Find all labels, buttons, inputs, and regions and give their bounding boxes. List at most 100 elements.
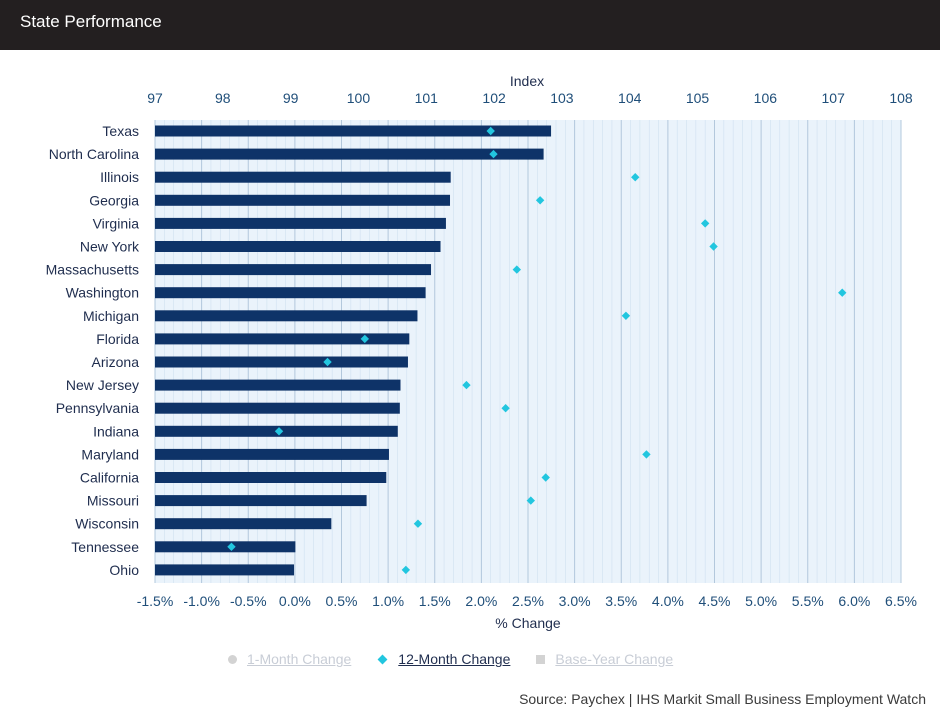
change-diamond bbox=[838, 288, 847, 297]
chart-legend: 1-Month Change 12-Month Change Base-Year… bbox=[228, 648, 699, 670]
category-label: Texas bbox=[102, 123, 139, 139]
x-axis-tick-label: 1.0% bbox=[372, 593, 404, 609]
legend-label: 1-Month Change bbox=[247, 651, 352, 667]
x-axis-tick-label: 2.0% bbox=[465, 593, 497, 609]
top-axis-tick-label: 107 bbox=[822, 90, 846, 106]
category-label: Illinois bbox=[100, 169, 139, 185]
top-axis-tick-label: 104 bbox=[618, 90, 642, 106]
category-label: New York bbox=[80, 239, 140, 255]
change-diamond bbox=[631, 173, 640, 182]
index-bar bbox=[155, 217, 446, 229]
change-diamond bbox=[360, 334, 370, 344]
index-bar bbox=[155, 379, 401, 391]
x-axis-tick-label: 6.0% bbox=[838, 593, 870, 609]
top-axis-tick-label: 105 bbox=[686, 90, 710, 106]
top-axis-tick-label: 106 bbox=[754, 90, 778, 106]
top-axis-tick-label: 108 bbox=[889, 90, 913, 106]
category-label: Washington bbox=[66, 285, 139, 301]
category-label: Georgia bbox=[89, 192, 139, 208]
category-label: Virginia bbox=[93, 215, 140, 231]
legend-label: Base-Year Change bbox=[555, 651, 674, 667]
circle-marker-icon bbox=[228, 654, 237, 664]
top-axis-tick-label: 98 bbox=[215, 90, 231, 106]
category-label: Maryland bbox=[81, 446, 139, 462]
change-diamond bbox=[621, 311, 631, 320]
index-bar bbox=[155, 472, 387, 483]
x-axis-tick-label: 4.0% bbox=[652, 593, 684, 609]
top-axis-tick-label: 103 bbox=[550, 90, 574, 106]
change-diamond bbox=[541, 473, 550, 482]
change-diamond bbox=[227, 542, 236, 551]
category-label: North Carolina bbox=[49, 146, 139, 162]
top-axis-tick-label: 102 bbox=[482, 90, 506, 106]
index-bar bbox=[155, 495, 367, 507]
index-bar bbox=[155, 287, 426, 299]
source-note: Source: Paychex | IHS Markit Small Busin… bbox=[519, 691, 926, 707]
change-diamond bbox=[526, 496, 535, 505]
x-axis-tick-label: 6.5% bbox=[885, 593, 917, 609]
x-axis-tick-label: 1.5% bbox=[419, 593, 451, 609]
x-axis-tick-label: 3.5% bbox=[605, 593, 637, 609]
x-axis-tick-label: 0.0% bbox=[279, 593, 311, 609]
x-axis-tick-label: -1.5% bbox=[137, 593, 174, 609]
category-label: Arizona bbox=[92, 354, 140, 370]
legend-item-1-month[interactable]: 1-Month Change bbox=[228, 651, 351, 667]
change-diamond bbox=[535, 196, 545, 205]
category-label: Massachusetts bbox=[46, 262, 139, 278]
legend-label: 12-Month Change bbox=[398, 651, 511, 667]
index-bar bbox=[155, 310, 418, 322]
category-label: Florida bbox=[96, 331, 139, 347]
x-axis-tick-label: 3.0% bbox=[559, 593, 591, 609]
index-bar bbox=[155, 541, 296, 553]
index-bar bbox=[155, 448, 389, 460]
square-marker-icon bbox=[536, 654, 546, 664]
category-label: Indiana bbox=[93, 423, 139, 439]
index-bar bbox=[155, 564, 295, 576]
x-axis-tick-label: 0.5% bbox=[326, 593, 358, 609]
change-diamond bbox=[700, 219, 710, 228]
header-bar: State Performance bbox=[0, 0, 940, 50]
x-axis-tick-label: 5.5% bbox=[792, 593, 824, 609]
change-diamond bbox=[709, 242, 718, 251]
top-axis-tick-label: 101 bbox=[415, 90, 439, 106]
x-axis-tick-label: -1.0% bbox=[183, 593, 220, 609]
top-axis-tick-label: 97 bbox=[147, 90, 163, 106]
diamond-marker-icon bbox=[377, 654, 388, 664]
state-performance-chart: Texas North Carolina Illinois Georgia Virgin… bbox=[46, 73, 917, 631]
legend-item-base-year[interactable]: Base-Year Change bbox=[536, 651, 673, 667]
x-axis-tick-label: -0.5% bbox=[230, 593, 267, 609]
legend-item-12-month[interactable]: 12-Month Change bbox=[377, 651, 510, 667]
category-label: Ohio bbox=[109, 562, 139, 578]
change-diamond bbox=[274, 427, 284, 436]
index-bar bbox=[155, 264, 432, 276]
category-label: Wisconsin bbox=[75, 516, 139, 532]
page-title: State Performance bbox=[20, 12, 162, 31]
x-axis-title: % Change bbox=[495, 615, 561, 631]
category-label: Missouri bbox=[87, 493, 139, 509]
change-diamond bbox=[462, 380, 471, 390]
index-bar bbox=[155, 148, 544, 160]
x-axis-tick-label: 4.5% bbox=[699, 593, 731, 609]
index-bar bbox=[155, 356, 408, 368]
change-diamond bbox=[323, 357, 332, 367]
change-diamond bbox=[512, 265, 522, 274]
category-label: California bbox=[80, 470, 139, 486]
change-diamond bbox=[501, 404, 510, 413]
index-bar bbox=[155, 241, 441, 252]
index-bar bbox=[155, 518, 332, 530]
category-label: Tennessee bbox=[71, 539, 139, 555]
top-axis-tick-label: 100 bbox=[347, 90, 371, 106]
index-bar bbox=[155, 125, 552, 137]
top-axis-tick-label: 99 bbox=[283, 90, 299, 106]
category-label: Pennsylvania bbox=[56, 400, 139, 416]
index-bar bbox=[155, 402, 400, 414]
x-axis-tick-label: 5.0% bbox=[745, 593, 777, 609]
index-bar bbox=[155, 194, 451, 206]
index-bar bbox=[155, 333, 410, 345]
top-axis-title: Index bbox=[510, 73, 544, 89]
category-label: Michigan bbox=[83, 308, 139, 324]
change-diamond bbox=[489, 149, 498, 159]
change-diamond bbox=[642, 450, 651, 459]
category-label: New Jersey bbox=[66, 377, 139, 393]
x-axis-tick-label: 2.5% bbox=[512, 593, 544, 609]
